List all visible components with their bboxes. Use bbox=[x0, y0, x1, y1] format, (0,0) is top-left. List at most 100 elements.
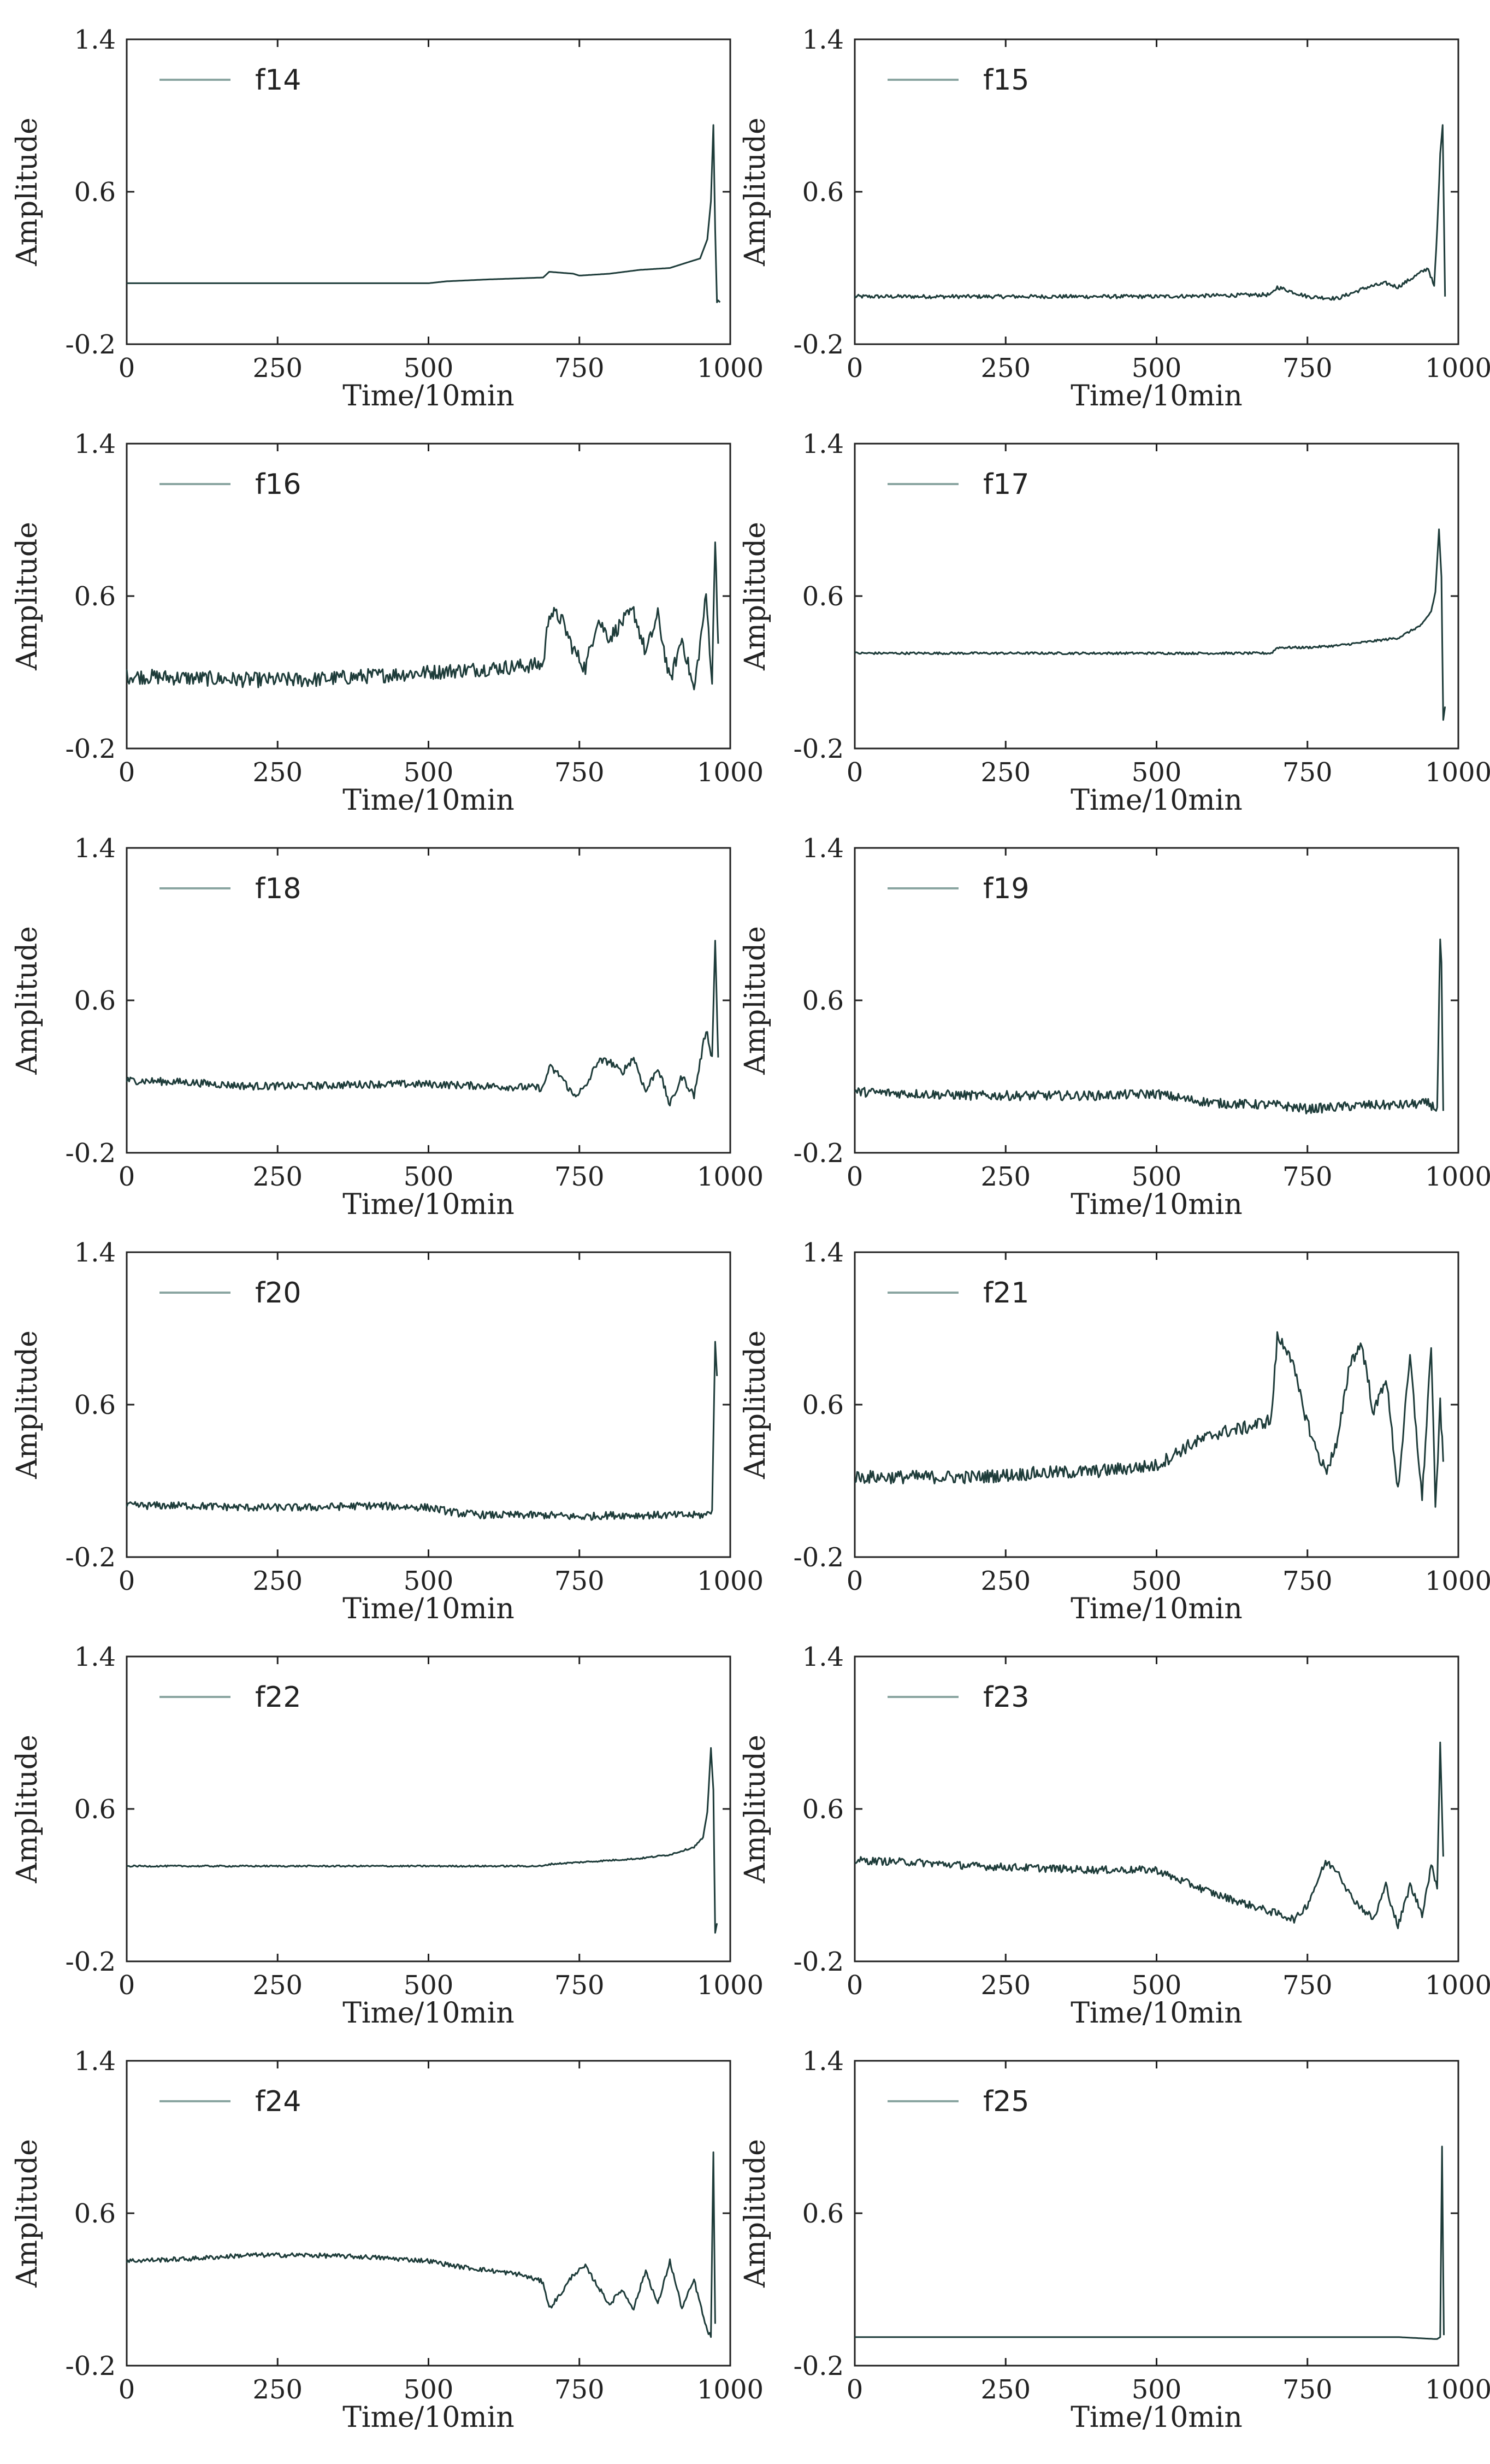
x-axis-label: Time/10min bbox=[342, 380, 515, 412]
y-axis-label: Amplitude bbox=[739, 1735, 772, 1884]
y-tick-label: -0.2 bbox=[65, 1138, 116, 1169]
x-tick-label: 0 bbox=[847, 1162, 864, 1192]
legend-label: f22 bbox=[255, 1681, 301, 1714]
x-axis-label: Time/10min bbox=[1071, 784, 1243, 817]
x-tick-label: 750 bbox=[1282, 1970, 1333, 2001]
x-tick-label: 1000 bbox=[697, 1566, 764, 1596]
plot-frame bbox=[126, 443, 731, 750]
y-axis-label: Amplitude bbox=[739, 1330, 772, 1479]
y-axis-label: Amplitude bbox=[739, 117, 772, 267]
x-tick-label: 1000 bbox=[1425, 757, 1490, 788]
x-tick-label: 750 bbox=[554, 1162, 605, 1192]
y-tick-label: 1.4 bbox=[802, 429, 844, 459]
x-tick-label: 0 bbox=[847, 1970, 864, 2001]
x-tick-label: 0 bbox=[119, 1162, 135, 1192]
y-tick-label: -0.2 bbox=[793, 1138, 844, 1169]
legend-label: f17 bbox=[983, 468, 1029, 501]
x-tick-label: 750 bbox=[1282, 757, 1333, 788]
subplot-f20: 0 250 500 750 1000 -0.2 0.6 1.4 Time/10min Amplit… bbox=[11, 1237, 764, 1625]
y-tick-label: 0.6 bbox=[802, 177, 844, 208]
series-line-f14 bbox=[127, 124, 721, 303]
x-tick-label: 250 bbox=[980, 1970, 1031, 2001]
plot-frame bbox=[854, 38, 1459, 345]
series-line-f15 bbox=[854, 124, 1446, 301]
series-line-f24 bbox=[126, 2151, 716, 2338]
y-tick-label: 1.4 bbox=[74, 1237, 116, 1268]
y-axis-label: Amplitude bbox=[11, 1735, 44, 1884]
y-axis-label: Amplitude bbox=[11, 522, 44, 671]
subplot-f19: 0 250 500 750 1000 -0.2 0.6 1.4 Time/10min Amplit… bbox=[739, 833, 1490, 1221]
x-tick-label: 750 bbox=[1282, 2374, 1333, 2405]
x-tick-label: 500 bbox=[404, 757, 454, 788]
y-tick-label: 1.4 bbox=[74, 429, 116, 459]
y-tick-label: 1.4 bbox=[802, 833, 844, 864]
y-tick-label: -0.2 bbox=[793, 329, 844, 360]
x-tick-label: 500 bbox=[1132, 2374, 1182, 2405]
x-tick-label: 250 bbox=[252, 353, 303, 384]
x-tick-label: 250 bbox=[252, 1162, 303, 1192]
x-tick-label: 1000 bbox=[697, 1162, 764, 1192]
x-tick-label: 1000 bbox=[697, 1970, 764, 2001]
subplot-f23: 0 250 500 750 1000 -0.2 0.6 1.4 Time/10min Amplit… bbox=[739, 1642, 1490, 2030]
legend-label: f24 bbox=[255, 2085, 301, 2118]
y-axis-label: Amplitude bbox=[11, 1330, 44, 1479]
x-tick-label: 1000 bbox=[697, 757, 764, 788]
y-tick-label: 1.4 bbox=[802, 2046, 844, 2077]
x-tick-label: 0 bbox=[119, 353, 135, 384]
legend-label: f23 bbox=[983, 1681, 1029, 1714]
x-tick-label: 500 bbox=[404, 1566, 454, 1596]
plot-frame bbox=[126, 2060, 731, 2367]
plot-frame bbox=[854, 2060, 1459, 2367]
x-tick-label: 250 bbox=[252, 1970, 303, 2001]
x-tick-label: 250 bbox=[980, 757, 1031, 788]
legend-label: f19 bbox=[983, 873, 1029, 905]
x-tick-label: 500 bbox=[404, 353, 454, 384]
y-tick-label: -0.2 bbox=[65, 1947, 116, 1977]
plot-frame bbox=[854, 1655, 1459, 1962]
x-tick-label: 500 bbox=[404, 1970, 454, 2001]
plot-frame bbox=[854, 443, 1459, 750]
x-axis-label: Time/10min bbox=[1071, 380, 1243, 412]
series-line-f22 bbox=[127, 1747, 718, 1934]
x-tick-label: 750 bbox=[554, 353, 605, 384]
x-tick-label: 500 bbox=[1132, 1970, 1182, 2001]
x-tick-label: 500 bbox=[1132, 757, 1182, 788]
y-tick-label: 1.4 bbox=[74, 833, 116, 864]
series-line-f20 bbox=[126, 1341, 718, 1521]
y-tick-label: 0.6 bbox=[74, 2198, 116, 2229]
x-tick-label: 0 bbox=[847, 2374, 864, 2405]
y-tick-label: 1.4 bbox=[74, 1642, 116, 1672]
y-tick-label: 0.6 bbox=[74, 1794, 116, 1825]
x-tick-label: 500 bbox=[1132, 1162, 1182, 1192]
x-tick-label: 0 bbox=[847, 353, 864, 384]
legend-label: f15 bbox=[983, 64, 1029, 97]
subplot-f15: 0 250 500 750 1000 -0.2 0.6 1.4 Time/10min Amplit… bbox=[739, 25, 1490, 412]
x-axis-label: Time/10min bbox=[342, 1188, 515, 1221]
x-tick-label: 250 bbox=[980, 2374, 1031, 2405]
legend-label: f18 bbox=[255, 873, 301, 905]
x-tick-label: 250 bbox=[980, 1162, 1031, 1192]
y-axis-label: Amplitude bbox=[739, 2139, 772, 2288]
x-tick-label: 500 bbox=[404, 1162, 454, 1192]
y-tick-label: 0.6 bbox=[802, 1794, 844, 1825]
y-tick-label: -0.2 bbox=[65, 329, 116, 360]
subplot-f21: 0 250 500 750 1000 -0.2 0.6 1.4 Time/10min Amplit… bbox=[739, 1237, 1490, 1625]
y-axis-label: Amplitude bbox=[11, 2139, 44, 2288]
plot-frame bbox=[854, 1251, 1459, 1558]
series-line-f25 bbox=[855, 2145, 1445, 2340]
x-tick-label: 250 bbox=[252, 757, 303, 788]
x-tick-label: 250 bbox=[980, 1566, 1031, 1596]
y-tick-label: 0.6 bbox=[74, 581, 116, 612]
x-axis-label: Time/10min bbox=[1071, 1188, 1243, 1221]
series-line-f19 bbox=[854, 938, 1444, 1115]
y-tick-label: 1.4 bbox=[74, 25, 116, 55]
x-tick-label: 1000 bbox=[1425, 1970, 1490, 2001]
y-tick-label: 1.4 bbox=[802, 25, 844, 55]
y-tick-label: -0.2 bbox=[793, 734, 844, 764]
x-tick-label: 750 bbox=[554, 2374, 605, 2405]
y-tick-label: 0.6 bbox=[802, 986, 844, 1016]
x-tick-label: 1000 bbox=[697, 353, 764, 384]
series-line-f21 bbox=[854, 1331, 1444, 1508]
y-tick-label: 0.6 bbox=[802, 1390, 844, 1420]
x-tick-label: 250 bbox=[252, 1566, 303, 1596]
